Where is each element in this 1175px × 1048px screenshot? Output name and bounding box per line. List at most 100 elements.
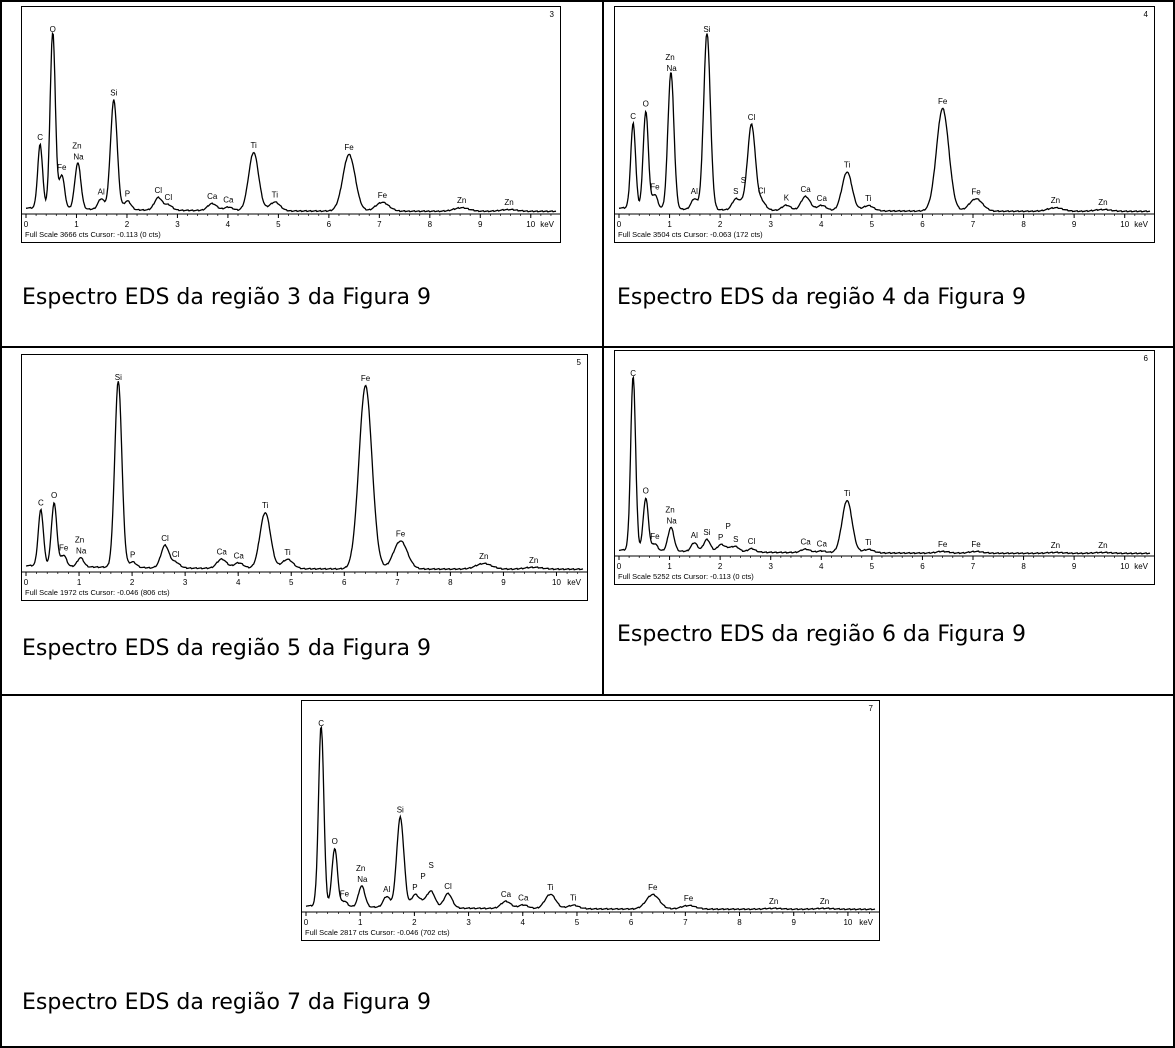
caption-region-7: Espectro EDS da região 7 da Figura 9 <box>22 990 431 1015</box>
x-tick-label: 7 <box>971 220 976 229</box>
x-tick-label: 6 <box>920 562 925 571</box>
caption-region-4: Espectro EDS da região 4 da Figura 9 <box>617 285 1026 310</box>
panel-number: 7 <box>869 704 874 713</box>
eds-spectrum-region-4: 4 C O Fe Na Zn Al Si S S Cl Cl K Ca Ca Ti Ti Fe Fe Zn Zn 0 1 2 3… <box>614 6 1155 243</box>
x-tick-label: 2 <box>412 918 417 927</box>
peak-label: Al <box>98 187 105 196</box>
peak-label: Zn <box>356 864 365 873</box>
peak-label: Na <box>666 516 677 525</box>
peak-label: Ca <box>817 194 828 203</box>
peak-label: Ca <box>223 196 234 205</box>
footer-full-scale: Full Scale 2817 cts Cursor: -0.046 (702 … <box>305 928 450 937</box>
peak-label: Ti <box>272 191 279 200</box>
x-tick-label: 8 <box>737 918 742 927</box>
peak-label: Zn <box>529 556 538 565</box>
x-axis-label: keV <box>859 918 873 927</box>
spectrum-line <box>618 375 1151 555</box>
footer-full-scale: Full Scale 3666 cts Cursor: -0.113 (0 ct… <box>25 230 161 239</box>
peak-label: S <box>733 187 738 196</box>
spectrum-line <box>305 725 876 911</box>
peak-label: C <box>630 369 636 378</box>
peak-label: Fe <box>396 529 406 538</box>
x-tick-label: 0 <box>617 220 622 229</box>
peak-label: S <box>741 176 746 185</box>
peak-label: Al <box>383 885 390 894</box>
x-tick-label: 0 <box>617 562 622 571</box>
peak-label: C <box>318 719 324 728</box>
x-tick-label: 10 <box>552 578 561 587</box>
peak-label: O <box>332 837 338 846</box>
x-tick-label: 10 <box>1120 562 1129 571</box>
peak-label: Ti <box>262 501 269 510</box>
peak-label: Zn <box>457 196 466 205</box>
peak-label: Zn <box>1051 541 1060 550</box>
x-tick-label: 1 <box>667 220 672 229</box>
x-tick-label: 5 <box>870 562 875 571</box>
caption-region-6: Espectro EDS da região 6 da Figura 9 <box>617 622 1026 647</box>
peak-label: Zn <box>1098 541 1107 550</box>
peak-label: K <box>784 194 790 203</box>
eds-spectrum-region-3: 3 C O Fe Na Zn Al Si P Cl Cl Ca Ca Ti Ti Fe Fe Zn Zn 0 1 2 3 4 5… <box>21 6 561 243</box>
peak-label: Ca <box>501 890 512 899</box>
peak-label: Zn <box>504 198 513 207</box>
eds-spectrum-region-6: 6 C O Fe Na Zn Al Si P P S Cl Ca Ca Ti Ti Fe Fe Zn Zn 0 1 2 3 4 5… <box>614 350 1155 585</box>
footer-full-scale: Full Scale 3504 cts Cursor: -0.063 (172 … <box>618 230 763 239</box>
x-tick-label: 3 <box>175 220 180 229</box>
x-tick-label: 10 <box>526 220 535 229</box>
x-tick-label: 2 <box>718 220 723 229</box>
peak-label: Fe <box>59 543 69 552</box>
peak-label: Si <box>703 25 710 34</box>
peak-label: Cl <box>748 113 756 122</box>
x-tick-label: 8 <box>448 578 453 587</box>
peak-label: Al <box>691 187 698 196</box>
x-tick-label: 5 <box>289 578 294 587</box>
x-tick-label: 3 <box>768 220 773 229</box>
peak-label: Fe <box>648 883 658 892</box>
x-tick-label: 5 <box>870 220 875 229</box>
x-tick-label: 4 <box>819 562 824 571</box>
x-tick-label: 2 <box>130 578 135 587</box>
x-axis-label: keV <box>1134 562 1148 571</box>
peak-label: Si <box>703 528 710 537</box>
peak-label: Zn <box>479 552 488 561</box>
peak-label: Ti <box>844 160 851 169</box>
peak-label: Ca <box>817 539 828 548</box>
x-tick-label: 9 <box>791 918 796 927</box>
x-tick-label: 9 <box>1072 220 1077 229</box>
x-tick-label: 4 <box>521 918 526 927</box>
peak-label: Zn <box>75 535 84 544</box>
peak-label: Ti <box>865 538 872 547</box>
x-tick-label: 5 <box>575 918 580 927</box>
peak-label: P <box>412 883 417 892</box>
x-tick-label: 6 <box>629 918 634 927</box>
peak-label: Si <box>115 373 122 382</box>
x-tick-label: 7 <box>395 578 400 587</box>
x-tick-label: 1 <box>358 918 363 927</box>
x-axis-label: keV <box>1134 220 1148 229</box>
panel-number: 5 <box>577 358 582 367</box>
x-tick-label: 10 <box>1120 220 1129 229</box>
peak-label: Cl <box>154 186 162 195</box>
peak-label: Ca <box>217 548 228 557</box>
x-tick-label: 9 <box>1072 562 1077 571</box>
peak-label: O <box>50 25 56 34</box>
x-tick-label: 6 <box>920 220 925 229</box>
x-tick-label: 1 <box>77 578 82 587</box>
peak-label: P <box>726 522 731 531</box>
peak-label: P <box>718 533 723 542</box>
peak-label: Fe <box>650 183 660 192</box>
peak-label: Ti <box>284 548 291 557</box>
peak-label: Fe <box>344 143 354 152</box>
peak-label: Fe <box>971 187 981 196</box>
x-tick-label: 3 <box>183 578 188 587</box>
x-tick-label: 3 <box>466 918 471 927</box>
x-tick-label: 8 <box>1021 220 1026 229</box>
peak-label: Cl <box>444 882 452 891</box>
peak-label: Fe <box>378 191 388 200</box>
footer-full-scale: Full Scale 5252 cts Cursor: -0.113 (0 ct… <box>618 572 754 581</box>
peak-label: Zn <box>1098 198 1107 207</box>
x-tick-label: 9 <box>478 220 483 229</box>
peak-label: Ca <box>800 538 811 547</box>
